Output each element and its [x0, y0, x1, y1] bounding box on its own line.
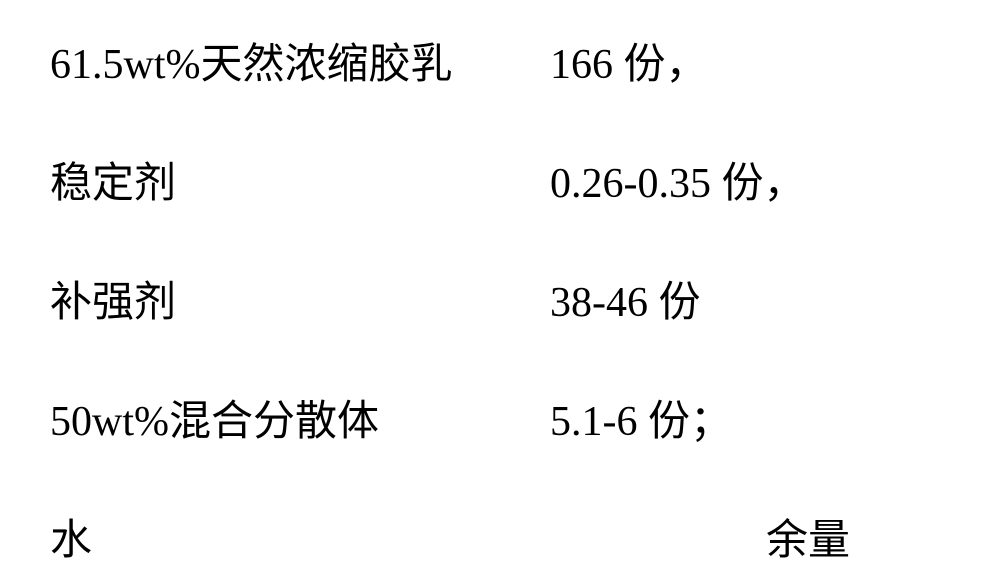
ingredient-value: 166 份，: [530, 30, 950, 91]
ingredient-label: 61.5wt%天然浓缩胶乳: [50, 30, 530, 91]
ingredient-value: 5.1-6 份；: [530, 387, 950, 448]
ingredient-label: 稳定剂: [50, 149, 530, 210]
ingredient-value: 38-46 份: [530, 268, 950, 329]
ingredient-label: 补强剂: [50, 268, 530, 329]
ingredient-table: 61.5wt%天然浓缩胶乳 166 份， 稳定剂 0.26-0.35 份， 补强…: [50, 30, 950, 567]
table-row: 水 余量: [50, 506, 950, 567]
ingredient-value: 0.26-0.35 份，: [530, 149, 950, 210]
ingredient-label: 水: [50, 506, 530, 567]
ingredient-value: 余量: [530, 506, 950, 567]
table-row: 稳定剂 0.26-0.35 份，: [50, 149, 950, 210]
table-row: 61.5wt%天然浓缩胶乳 166 份，: [50, 30, 950, 91]
table-row: 50wt%混合分散体 5.1-6 份；: [50, 387, 950, 448]
ingredient-label: 50wt%混合分散体: [50, 387, 530, 448]
table-row: 补强剂 38-46 份: [50, 268, 950, 329]
